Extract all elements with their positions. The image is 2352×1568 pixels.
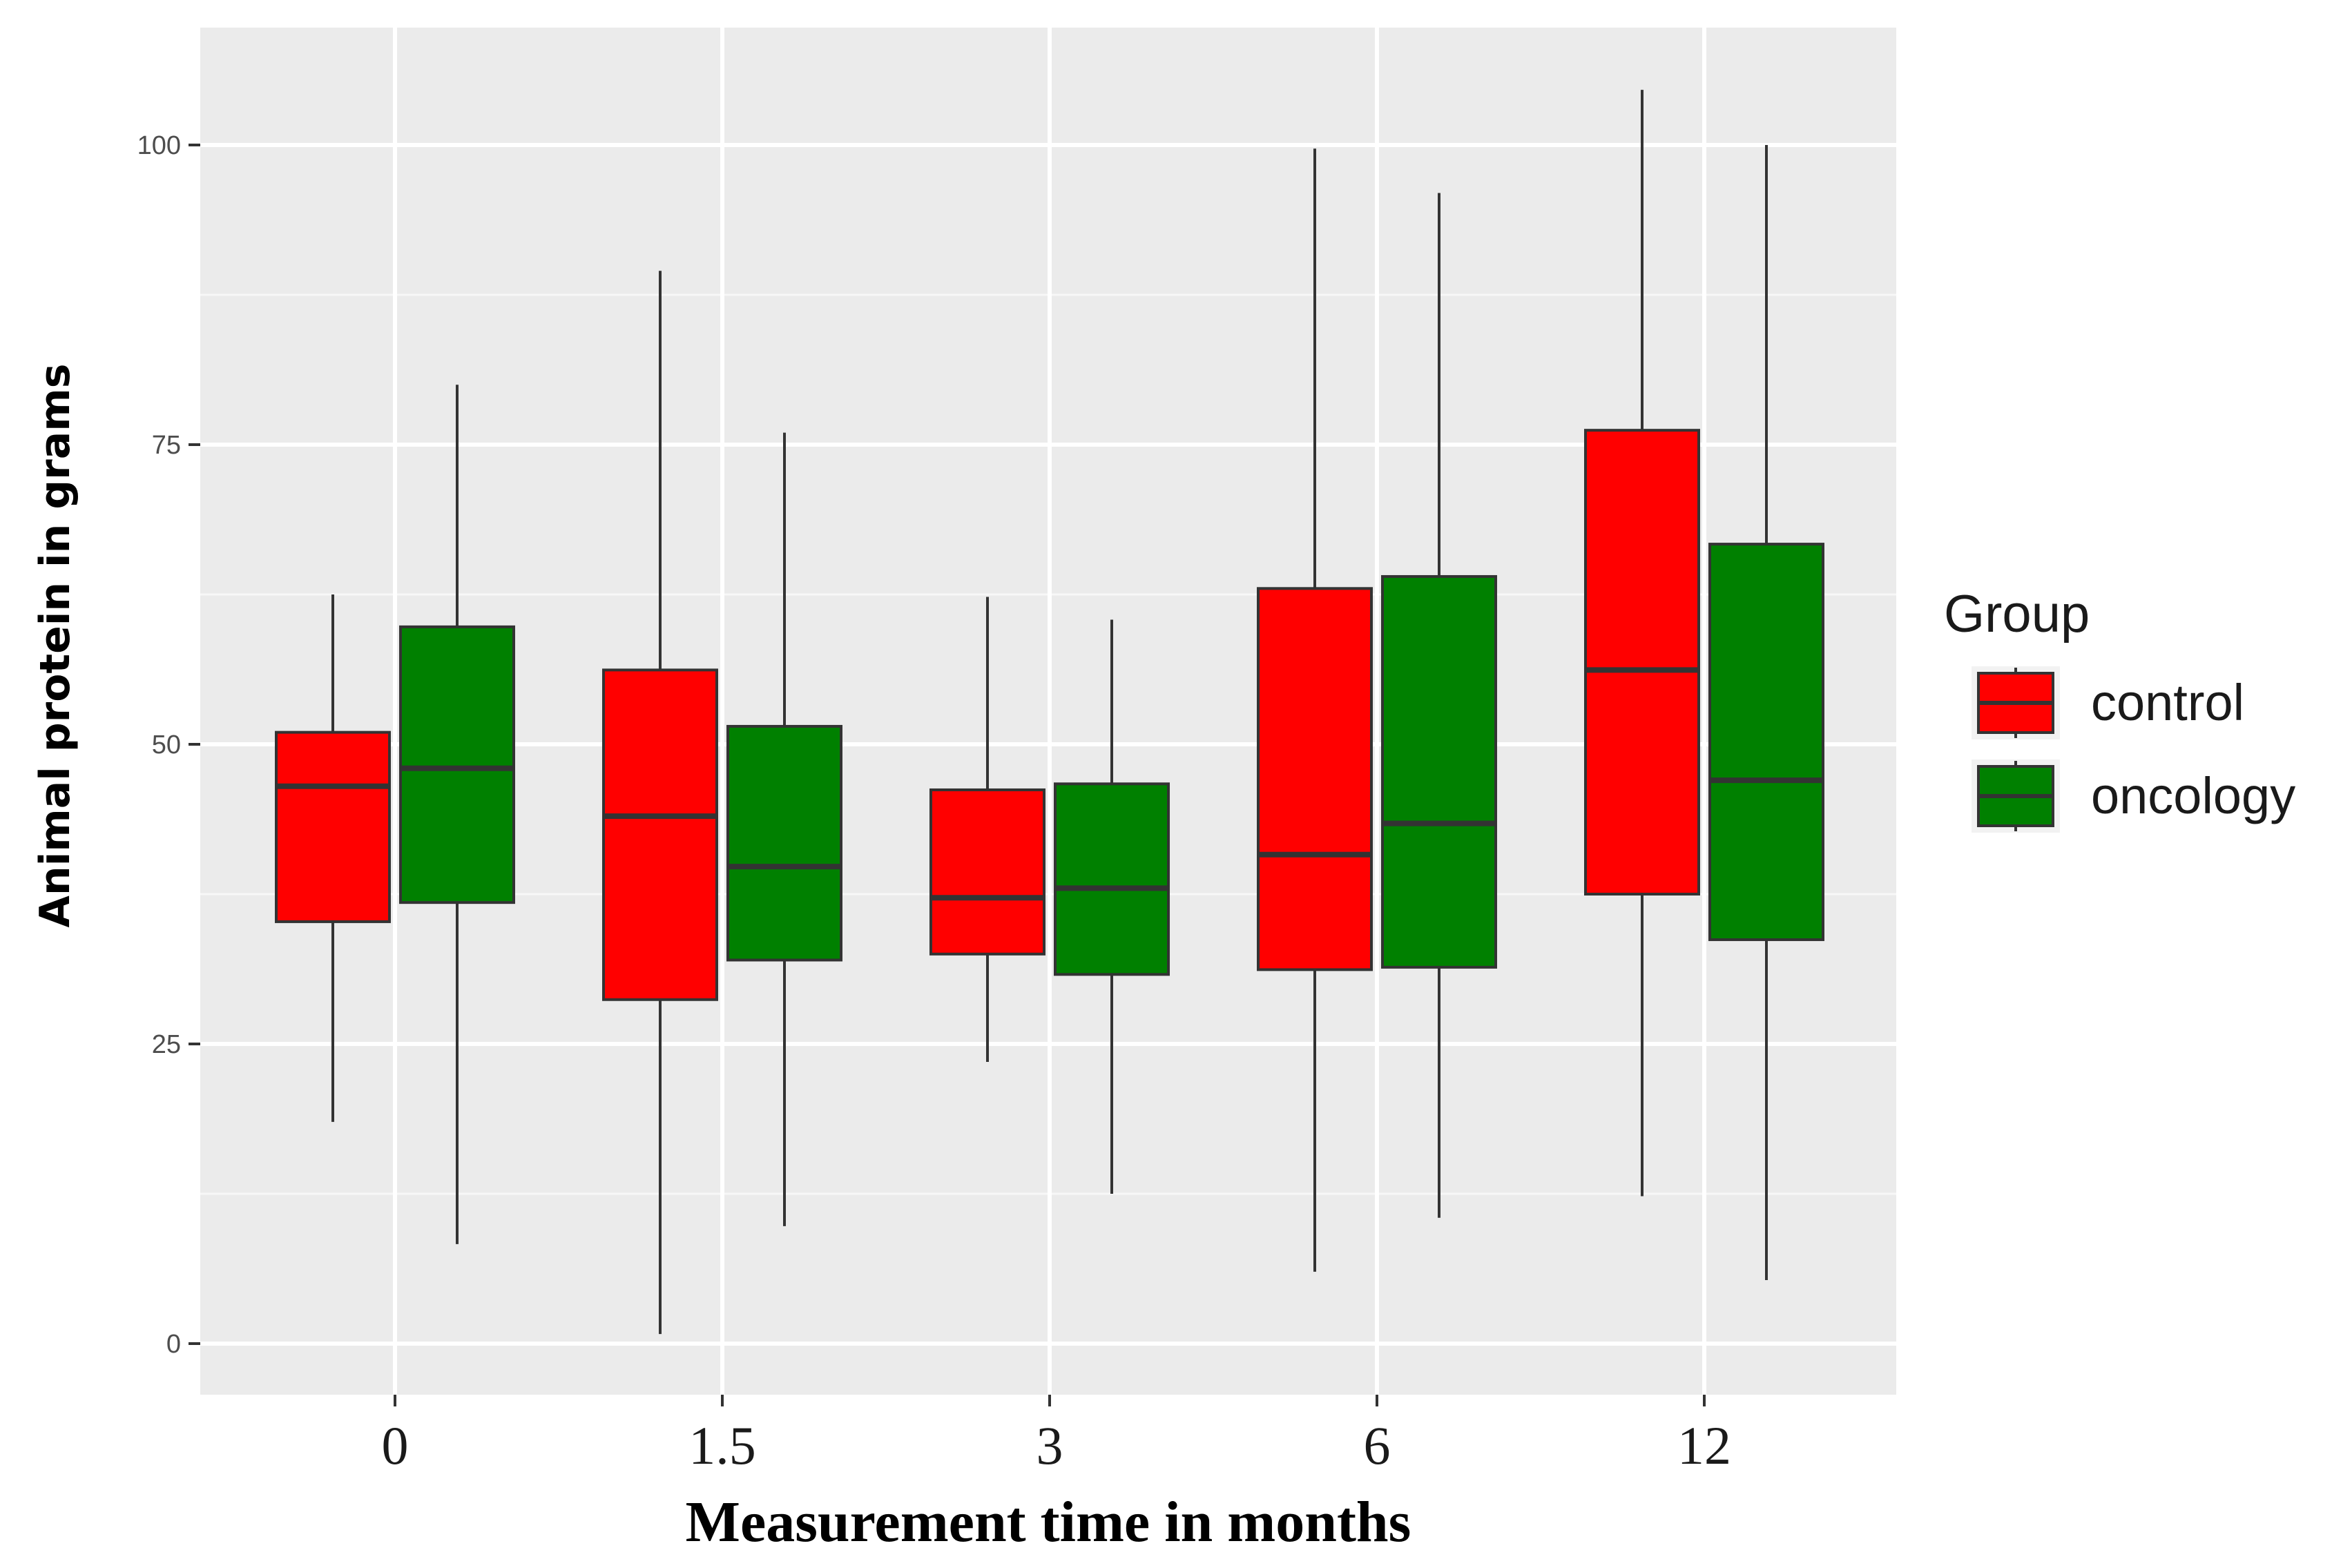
y-tick-label: 75 xyxy=(152,431,181,460)
box-iqr xyxy=(1381,574,1497,969)
legend-keys: control oncology xyxy=(1972,666,2295,833)
box-iqr xyxy=(1257,587,1373,971)
x-tick-label: 3 xyxy=(1037,1415,1063,1475)
y-tick-label: 0 xyxy=(166,1330,181,1359)
y-axis-ticks: 0 25 50 75 100 xyxy=(137,131,200,1359)
x-tick-label: 12 xyxy=(1677,1415,1731,1475)
x-tick-label: 0 xyxy=(382,1415,409,1475)
legend-label: control xyxy=(2091,674,2244,731)
box-iqr xyxy=(1708,543,1824,941)
box-oncology xyxy=(1381,193,1497,1218)
box-oncology xyxy=(1708,145,1824,1280)
box-oncology xyxy=(726,432,842,1226)
box-iqr xyxy=(1584,429,1700,896)
y-tick-label: 100 xyxy=(137,131,181,160)
box-iqr xyxy=(726,724,842,962)
box-iqr xyxy=(275,730,391,923)
x-tick-label: 6 xyxy=(1364,1415,1391,1475)
legend-title: Group xyxy=(1944,585,2090,643)
y-tick-label: 50 xyxy=(152,730,181,759)
box-control xyxy=(1257,148,1373,1272)
y-axis-title: Animal protein in grams xyxy=(31,364,79,928)
box-control xyxy=(275,594,391,1122)
legend-label: oncology xyxy=(2091,767,2295,824)
box-oncology xyxy=(1054,619,1170,1194)
box-control xyxy=(929,597,1045,1063)
box-iqr xyxy=(399,625,515,904)
x-tick-label: 1.5 xyxy=(688,1415,756,1475)
y-tick-label: 25 xyxy=(152,1030,181,1059)
legend: Group control oncology xyxy=(1944,585,2295,833)
x-axis-ticks: 0 1.5 3 6 12 xyxy=(382,1395,1731,1475)
box-iqr xyxy=(602,668,718,1001)
legend-item-oncology: oncology xyxy=(1972,759,2295,833)
box-control xyxy=(602,271,718,1335)
box-oncology xyxy=(399,385,515,1244)
box-iqr xyxy=(929,788,1045,956)
legend-item-control: control xyxy=(1972,666,2244,739)
box-series xyxy=(275,90,1824,1335)
box-control xyxy=(1584,90,1700,1197)
x-axis-title: Measurement time in months xyxy=(686,1490,1411,1554)
box-iqr xyxy=(1054,782,1170,976)
